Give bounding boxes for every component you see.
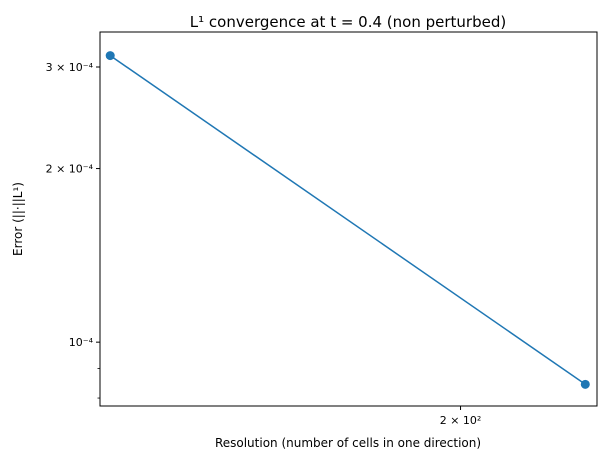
- x-axis-label: Resolution (number of cells in one direc…: [215, 436, 481, 450]
- x-tick-label-0: 2 × 10²: [440, 414, 482, 427]
- data-point-0: [105, 51, 115, 61]
- data-point-1: [580, 379, 590, 389]
- chart-title: L¹ convergence at t = 0.4 (non perturbed…: [190, 13, 506, 31]
- plot-frame: [99, 31, 598, 407]
- y-tick-label-2: 3 × 10⁻⁴: [46, 61, 94, 74]
- y-tick-label-0: 10⁻⁴: [69, 336, 94, 349]
- y-tick-label-1: 2 × 10⁻⁴: [46, 163, 94, 176]
- y-axis-label: Error (||·||L¹): [11, 182, 25, 256]
- axis-ticks: 10⁻⁴ 2 × 10⁻⁴ 3 × 10⁻⁴ 2 × 10²: [46, 61, 482, 427]
- data-marks: [105, 51, 590, 389]
- series-line-0: [109, 54, 586, 385]
